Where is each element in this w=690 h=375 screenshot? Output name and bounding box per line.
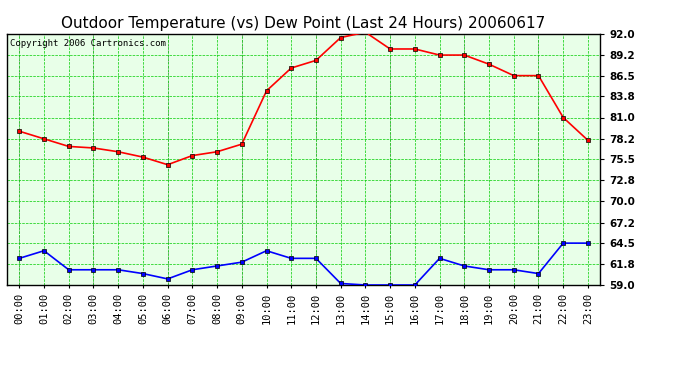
Text: Copyright 2006 Cartronics.com: Copyright 2006 Cartronics.com (10, 39, 166, 48)
Title: Outdoor Temperature (vs) Dew Point (Last 24 Hours) 20060617: Outdoor Temperature (vs) Dew Point (Last… (61, 16, 546, 31)
